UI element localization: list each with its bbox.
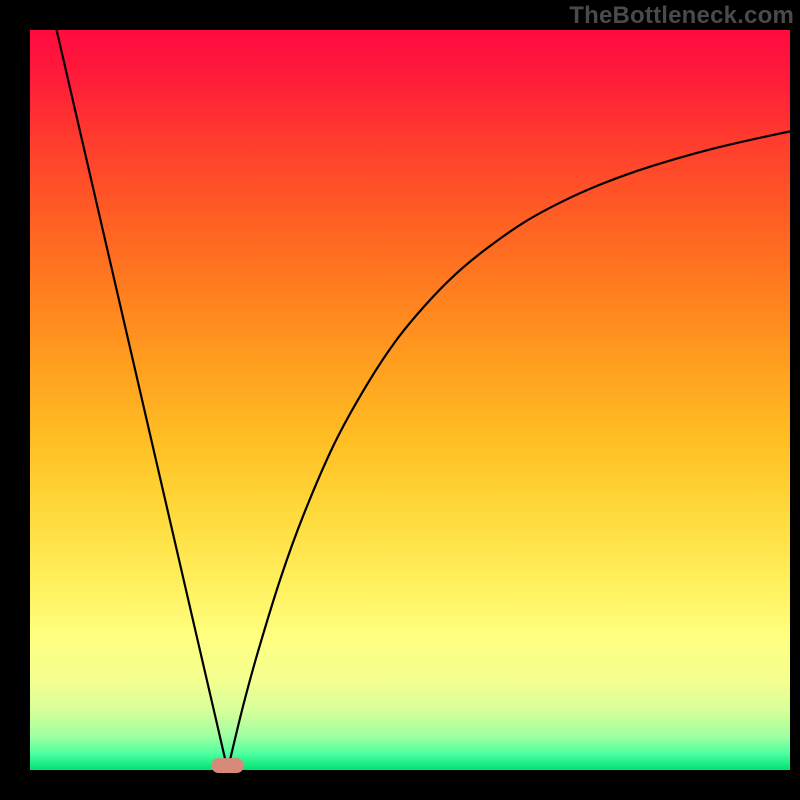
gradient-plot-background: [30, 30, 790, 770]
chart-container: TheBottleneck.com: [0, 0, 800, 800]
bottleneck-chart-svg: [0, 0, 800, 800]
minimum-marker: [212, 758, 244, 773]
watermark-label: TheBottleneck.com: [569, 2, 794, 30]
